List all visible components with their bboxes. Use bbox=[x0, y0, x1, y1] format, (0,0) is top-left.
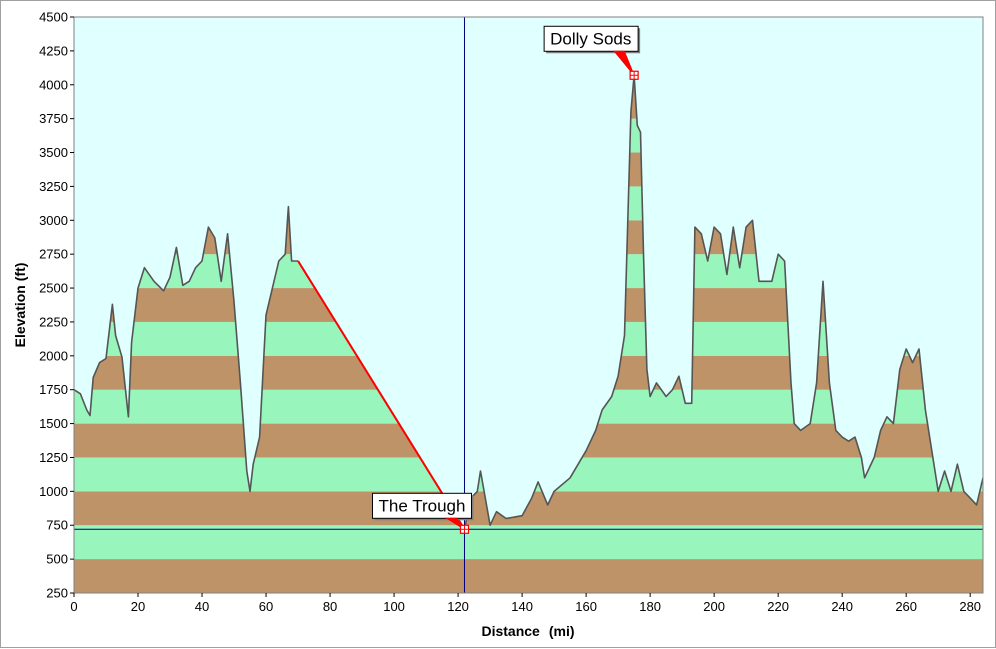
y-tick-label: 250 bbox=[46, 586, 68, 601]
x-tick-label: 240 bbox=[831, 599, 853, 614]
x-axis-unit: (mi) bbox=[549, 623, 575, 639]
plot-border bbox=[73, 16, 984, 594]
annotation-label: Dolly Sods bbox=[550, 29, 631, 48]
x-tick-label: 60 bbox=[259, 599, 273, 614]
elevation-band bbox=[74, 491, 298, 526]
profile-line-1 bbox=[74, 205, 298, 493]
x-tick-label: 100 bbox=[383, 599, 405, 614]
y-tick-label: 4500 bbox=[39, 10, 68, 25]
x-tick-label: 220 bbox=[767, 599, 789, 614]
y-tick-label: 2500 bbox=[39, 281, 68, 296]
elevation-bands-below-cursor bbox=[74, 529, 983, 593]
y-tick-label: 3000 bbox=[39, 213, 68, 228]
x-tick-label: 200 bbox=[703, 599, 725, 614]
x-tick-label: 20 bbox=[131, 599, 145, 614]
y-tick-label: 2250 bbox=[39, 314, 68, 329]
y-tick-label: 750 bbox=[46, 518, 68, 533]
profile-line-2 bbox=[463, 74, 983, 530]
annotation-callout: Dolly Sods bbox=[543, 25, 641, 80]
x-tick-label: 140 bbox=[511, 599, 533, 614]
x-tick-label: 0 bbox=[70, 599, 77, 614]
x-tick-label: 160 bbox=[575, 599, 597, 614]
annotation-callout: The Trough bbox=[371, 492, 474, 534]
y-tick-label: 2000 bbox=[39, 348, 68, 363]
gap-line bbox=[297, 260, 466, 530]
y-tick-label: 3500 bbox=[39, 145, 68, 160]
elevation-band-full bbox=[74, 559, 983, 593]
y-tick-label: 1500 bbox=[39, 416, 68, 431]
x-axis-label: Distance bbox=[481, 623, 540, 639]
y-tick-label: 1000 bbox=[39, 484, 68, 499]
y-axis-title: Elevation (ft) bbox=[12, 263, 28, 348]
y-tick-label: 4000 bbox=[39, 77, 68, 92]
y-tick-label: 3250 bbox=[39, 179, 68, 194]
callout-pointer bbox=[613, 50, 635, 76]
x-tick-label: 120 bbox=[447, 599, 469, 614]
x-tick-label: 260 bbox=[895, 599, 917, 614]
callout-pointer bbox=[444, 517, 465, 530]
y-tick-label: 2750 bbox=[39, 247, 68, 262]
y-tick-label: 1750 bbox=[39, 382, 68, 397]
y-tick-label: 4250 bbox=[39, 43, 68, 58]
x-tick-label: 80 bbox=[323, 599, 337, 614]
elevation-band-full bbox=[74, 529, 983, 560]
x-tick-label: 280 bbox=[959, 599, 981, 614]
callout-box bbox=[371, 492, 472, 519]
y-tick-label: 3750 bbox=[39, 111, 68, 126]
y-tick-label: 1250 bbox=[39, 450, 68, 465]
elevation-band bbox=[74, 457, 298, 492]
x-tick-label: 40 bbox=[195, 599, 209, 614]
y-tick-label: 500 bbox=[46, 552, 68, 567]
annotation-label: The Trough bbox=[378, 496, 465, 515]
x-axis-title: Distance (mi) bbox=[481, 623, 574, 639]
callout-box bbox=[543, 25, 639, 52]
x-tick-label: 180 bbox=[639, 599, 661, 614]
